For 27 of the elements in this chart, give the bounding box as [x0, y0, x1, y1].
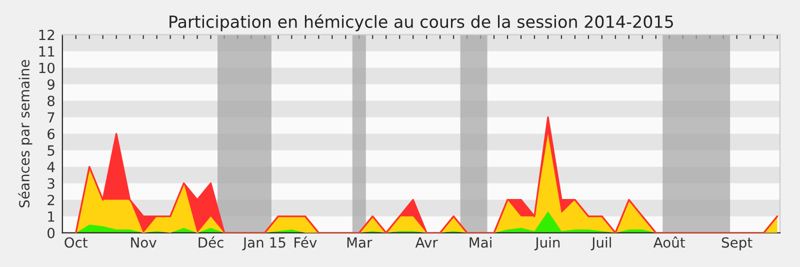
y-tick-label: 4	[47, 162, 55, 172]
x-tick-label: Août	[653, 236, 686, 248]
y-tick-label: 8	[48, 96, 55, 106]
y-tick-label: 9	[47, 79, 54, 90]
x-tick-label: Fév	[294, 236, 317, 248]
y-tick-label: 3	[48, 178, 54, 189]
chart-title: Participation en hémicycle au cours de la session 2014-2015	[170, 14, 673, 32]
y-tick-label: 2	[48, 194, 54, 206]
x-tick-label: Jan 15	[242, 237, 286, 250]
x-tick-label: Juil	[590, 236, 611, 250]
x-tick-label: Déc	[198, 236, 224, 248]
x-tick-label: Nov	[131, 237, 156, 248]
x-tick-label: Mar	[347, 237, 372, 248]
y-axis-title: Séances par semaine	[18, 60, 32, 208]
y-tick-label: 12	[39, 30, 54, 40]
y-tick-label: 5	[48, 145, 54, 156]
y-tick-label: 0	[48, 228, 55, 238]
x-tick-label: Avr	[415, 237, 438, 248]
x-tick-label: Juin	[534, 236, 560, 250]
x-tick-label: Oct	[64, 237, 88, 248]
x-tick-label: Mai	[470, 236, 492, 248]
y-tick-label: 1	[48, 211, 54, 222]
y-tick-label: 11	[39, 46, 54, 56]
x-tick-label: Sept	[722, 237, 752, 250]
y-tick-label: 6	[48, 128, 55, 140]
y-tick-label: 7	[48, 112, 54, 123]
y-tick-label: 10	[39, 62, 55, 74]
